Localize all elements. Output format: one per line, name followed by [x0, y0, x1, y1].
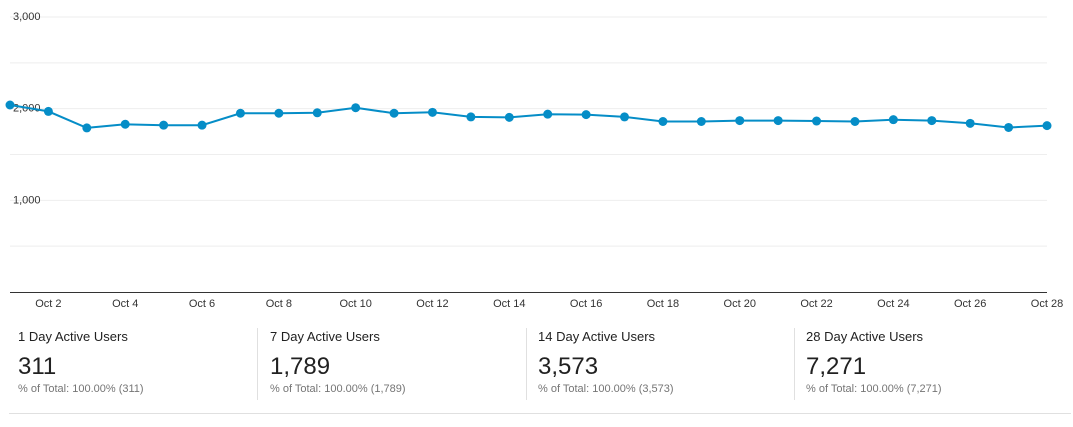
x-tick-label: Oct 24	[877, 298, 909, 310]
x-tick-label: Oct 26	[954, 298, 986, 310]
data-point[interactable]	[197, 120, 207, 130]
x-tick-label: Oct 20	[724, 298, 756, 310]
x-tick-label: Oct 28	[1031, 298, 1063, 310]
grid-layer	[10, 16, 1047, 247]
data-point[interactable]	[351, 103, 361, 113]
metric-percent-of-total: % of Total: 100.00% (1,789)	[270, 383, 406, 395]
data-point[interactable]	[312, 108, 322, 118]
metric-14-day-active-users[interactable]: 14 Day Active Users 3,573 % of Total: 10…	[529, 316, 795, 413]
x-axis-ticks: Oct 2 Oct 4 Oct 6 Oct 8 Oct 10 Oct 12 Oct 14 Oc…	[35, 298, 1063, 310]
metrics-row: 1 Day Active Users 311 % of Total: 100.0…	[0, 316, 1073, 413]
x-tick-label: Oct 22	[800, 298, 832, 310]
x-tick-label: Oct 8	[266, 298, 292, 310]
x-tick-label: Oct 4	[112, 298, 138, 310]
metric-1-day-active-users[interactable]: 1 Day Active Users 311 % of Total: 100.0…	[9, 316, 258, 413]
data-point[interactable]	[5, 100, 15, 110]
data-point[interactable]	[888, 115, 898, 125]
data-point[interactable]	[965, 118, 975, 128]
metric-label: 28 Day Active Users	[806, 329, 924, 344]
data-point[interactable]	[620, 112, 630, 122]
metric-label: 1 Day Active Users	[18, 329, 128, 344]
metric-label: 14 Day Active Users	[538, 329, 656, 344]
x-tick-label: Oct 2	[35, 298, 61, 310]
data-point[interactable]	[1004, 122, 1014, 132]
data-point[interactable]	[235, 108, 245, 118]
x-tick-label: Oct 12	[416, 298, 448, 310]
metric-percent-of-total: % of Total: 100.00% (7,271)	[806, 383, 942, 395]
metric-percent-of-total: % of Total: 100.00% (3,573)	[538, 383, 674, 395]
metric-value: 3,573	[538, 353, 599, 380]
data-point[interactable]	[773, 116, 783, 126]
data-point[interactable]	[159, 120, 169, 130]
metric-7-day-active-users[interactable]: 7 Day Active Users 1,789 % of Total: 100…	[261, 316, 527, 413]
data-point[interactable]	[812, 116, 822, 126]
data-point[interactable]	[43, 106, 53, 116]
data-point[interactable]	[274, 108, 284, 118]
metric-divider	[257, 328, 258, 400]
data-point[interactable]	[504, 112, 514, 122]
metric-value: 311	[18, 353, 57, 380]
x-tick-label: Oct 16	[570, 298, 602, 310]
section-divider	[9, 413, 1071, 414]
x-tick-label: Oct 14	[493, 298, 525, 310]
x-tick-label: Oct 6	[189, 298, 215, 310]
data-point[interactable]	[389, 108, 399, 118]
data-points	[5, 100, 1052, 133]
metric-divider	[526, 328, 527, 400]
metric-label: 7 Day Active Users	[270, 329, 380, 344]
metric-divider	[794, 328, 795, 400]
metric-28-day-active-users[interactable]: 28 Day Active Users 7,271 % of Total: 10…	[797, 316, 1057, 413]
y-tick-label: 3,000	[13, 11, 41, 23]
data-point[interactable]	[543, 109, 553, 119]
data-point[interactable]	[735, 116, 745, 126]
data-point[interactable]	[581, 110, 591, 120]
data-point[interactable]	[850, 117, 860, 126]
data-point[interactable]	[120, 119, 130, 129]
data-point[interactable]	[927, 116, 937, 126]
data-point[interactable]	[427, 107, 437, 117]
data-point[interactable]	[82, 123, 92, 133]
y-tick-label: 1,000	[13, 194, 41, 206]
metric-value: 7,271	[806, 353, 867, 380]
data-point[interactable]	[466, 112, 476, 122]
metric-value: 1,789	[270, 353, 331, 380]
metric-percent-of-total: % of Total: 100.00% (311)	[18, 383, 144, 395]
data-point[interactable]	[658, 117, 668, 126]
series-line	[9, 104, 1048, 129]
x-tick-label: Oct 10	[339, 298, 371, 310]
data-point[interactable]	[696, 117, 706, 126]
data-point[interactable]	[1042, 121, 1052, 131]
x-tick-label: Oct 18	[647, 298, 679, 310]
